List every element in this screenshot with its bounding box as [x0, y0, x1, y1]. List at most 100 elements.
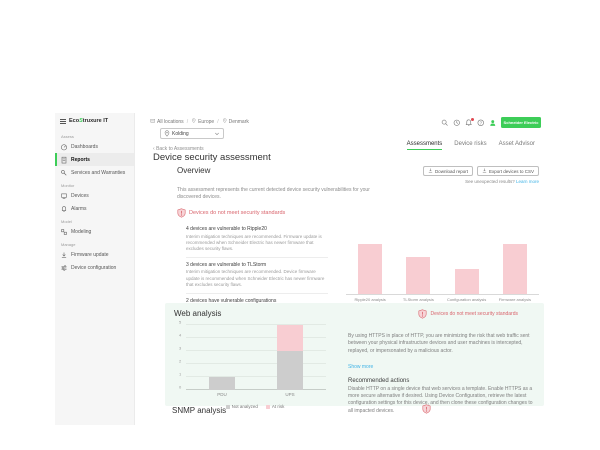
web-analysis-alert: Devices do not meet security standards: [418, 309, 518, 319]
breadcrumb-label: Europe: [198, 118, 215, 125]
show-more-link[interactable]: Show more: [348, 363, 374, 370]
sidebar-section-label-model: Model: [61, 219, 72, 224]
finding-title: 3 devices are vulnerable to TLStorm: [186, 261, 267, 268]
devices-icon: [60, 192, 68, 200]
gridline: [186, 350, 326, 351]
history-icon[interactable]: [453, 119, 461, 127]
overview-chart: Ripple20 analysis TLStorm analysis Configu…: [346, 232, 539, 352]
breadcrumb-item-europe[interactable]: Europe: [191, 118, 214, 126]
gridline: [186, 389, 326, 390]
export-devices-to-csv-button[interactable]: Export devices to CSV: [476, 166, 539, 176]
breadcrumb-label: Denmark: [228, 118, 249, 125]
web-analysis-section: Web analysis Devices do not meet securit…: [165, 303, 544, 414]
dashboard-icon: [60, 143, 68, 151]
location-icon: [191, 118, 197, 126]
button-label: Download report: [434, 168, 468, 174]
legend-swatch: [225, 404, 230, 409]
config-icon: [60, 264, 68, 272]
breadcrumb-item-denmark[interactable]: Denmark: [222, 118, 249, 126]
legend-item-at-risk: At risk: [265, 404, 285, 409]
overview-alert: Devices do not meet security standards: [177, 208, 539, 218]
sidebar-item-device-configuration[interactable]: Device configuration: [55, 261, 134, 274]
sidebar-item-label: Dashboards: [71, 143, 98, 150]
breadcrumb-separator: /: [217, 118, 219, 125]
app-logo: EcoStruxure IT: [55, 113, 134, 130]
bar-ups-not-analyzed: [277, 351, 303, 390]
location-filter-select[interactable]: Kolding: [160, 128, 224, 139]
bar-slot: [443, 232, 491, 294]
notification-badge: [471, 117, 474, 121]
bar-configuration-analysis: [454, 269, 479, 294]
sidebar-item-alarms[interactable]: Alarms: [55, 202, 134, 215]
breadcrumb-label: All locations: [157, 118, 184, 125]
schneider-electric-logo: Schneider Electric: [501, 117, 541, 128]
unexpected-results-note: See unexpected results? Learn more: [465, 179, 539, 184]
overview-buttons: Download report Export devices to CSV: [422, 166, 539, 176]
learn-more-link[interactable]: Learn more: [515, 179, 539, 184]
sidebar-item-label: Devices: [71, 192, 89, 199]
overview-chart-plot: [346, 232, 539, 295]
search-icon[interactable]: [441, 119, 449, 127]
back-link[interactable]: ‹ Back to Assessments: [153, 146, 204, 152]
sidebar-item-label: Modeling: [71, 228, 92, 235]
sidebar-item-firmware-update[interactable]: Firmware update: [55, 248, 134, 261]
breadcrumb-separator: /: [186, 118, 189, 125]
user-icon[interactable]: [489, 119, 497, 127]
recommended-actions-body: Disable HTTP on a single device that web…: [348, 385, 533, 414]
category-label: TLStorm analysis: [402, 297, 434, 302]
finding-item: 3 devices are vulnerable to TLStorm Inter…: [186, 256, 328, 293]
finding-item: 4 devices are vulnerable to Ripple20 Inte…: [186, 222, 328, 257]
alert-shield-icon: [418, 309, 427, 319]
finding-title: 4 devices are vulnerable to Ripple20: [186, 226, 267, 232]
legend-swatch: [265, 404, 270, 409]
category-label: Firmware analysis: [498, 297, 531, 302]
sidebar-section-label-manage: Manage: [61, 242, 76, 247]
services-icon: [60, 169, 68, 177]
breadcrumb-item-all-locations[interactable]: All locations: [150, 118, 184, 126]
sidebar: EcoStruxure IT Assess Dashboards Reports Se…: [55, 113, 135, 425]
app-logo-text: EcoStruxure IT: [69, 118, 109, 124]
pin-icon: [164, 130, 170, 137]
button-label: Export devices to CSV: [488, 168, 534, 174]
bell-icon[interactable]: [465, 117, 474, 127]
y-tick-label: 3: [179, 345, 182, 351]
tab-device-risks[interactable]: Device risks: [454, 141, 487, 147]
web-chart-plot: 0 1 2 3 4 5: [179, 320, 326, 390]
sidebar-item-services-and-warranties[interactable]: Services and Warranties: [55, 166, 134, 179]
gridline: [186, 363, 326, 364]
sidebar-item-modeling[interactable]: Modeling: [55, 225, 134, 238]
y-tick-label: 5: [179, 319, 182, 325]
menu-icon[interactable]: [60, 118, 66, 124]
location-filter-value: Kolding: [172, 130, 189, 137]
category-label: Ripple20 analysis: [354, 297, 386, 302]
tab-asset-advisor[interactable]: Asset Advisor: [498, 141, 535, 147]
download-icon: [482, 168, 487, 174]
bar-ripple20-analysis: [358, 244, 383, 294]
web-analysis-heading: Web analysis: [174, 309, 222, 318]
sites-icon: [150, 118, 156, 126]
download-report-button[interactable]: Download report: [422, 166, 473, 176]
bar-pdu-not-analyzed: [209, 377, 235, 390]
svg-text:?: ?: [480, 120, 483, 125]
sidebar-item-dashboards[interactable]: Dashboards: [55, 140, 134, 153]
logo-mark: S: [79, 118, 83, 124]
breadcrumb: All locations / Europe / Denmark: [150, 118, 249, 126]
legend-label: At risk: [271, 404, 285, 409]
sidebar-item-reports[interactable]: Reports: [55, 153, 134, 166]
recommended-actions-heading: Recommended actions: [348, 377, 410, 384]
legend-item-not-analyzed: Not analyzed: [225, 404, 258, 409]
web-chart-labels: PDU UPS: [186, 392, 326, 398]
web-alert-text: Devices do not meet security standards: [430, 311, 518, 317]
tab-assessments[interactable]: Assessments: [406, 141, 443, 150]
help-icon[interactable]: ?: [477, 119, 485, 127]
bar-tlstorm-analysis: [406, 256, 431, 294]
location-icon: [222, 118, 228, 126]
sidebar-item-devices[interactable]: Devices: [55, 189, 134, 202]
snmp-analysis-heading: SNMP analysis: [172, 406, 227, 415]
sidebar-nav: Assess Dashboards Reports Services and Warr…: [55, 130, 134, 274]
gridline: [186, 324, 326, 325]
bar-firmware-analysis: [502, 244, 527, 294]
y-tick-label: 0: [179, 384, 182, 390]
overview-description: This assessment represents the current d…: [177, 187, 370, 200]
